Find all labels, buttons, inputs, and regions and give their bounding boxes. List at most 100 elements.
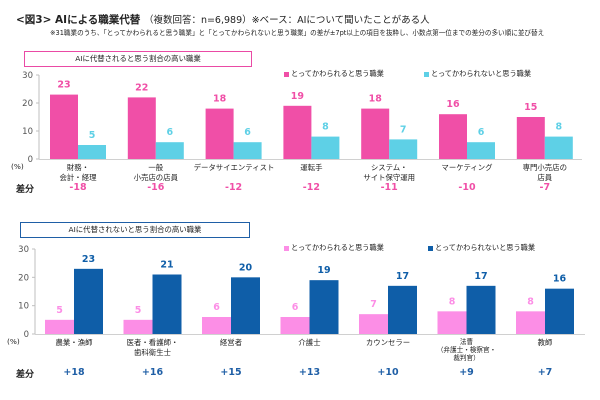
y-tick-label: 20 [22, 99, 33, 109]
diff-value: -18 [69, 182, 87, 193]
category-label-line: サイト保守運用 [363, 173, 416, 182]
category-label: 医者・看護師・ 歯科衛生士 [113, 338, 193, 358]
legend-label: とってかわられると思う職業 [291, 69, 384, 78]
y-unit-label: (%) [11, 162, 24, 171]
bar-not-replaced [78, 145, 106, 159]
bar-replaced [437, 311, 467, 334]
diff-value: +10 [377, 367, 399, 378]
category-label: データサイエンティスト [194, 163, 275, 173]
diff-value: +13 [298, 367, 321, 378]
bar-replaced [50, 94, 78, 159]
legend-swatch [424, 71, 429, 77]
category-label-line: 歯科衛生士 [134, 348, 171, 357]
diff-value: -12 [225, 182, 243, 193]
bar-value-label: 8 [449, 296, 456, 307]
bar-not-replaced [544, 136, 573, 159]
diff-value: -11 [380, 182, 398, 193]
bar-replaced [205, 108, 234, 159]
diff-value: +7 [537, 367, 553, 378]
diff-value: +9 [459, 367, 474, 378]
bar-value-label: 20 [239, 262, 253, 273]
y-tick-label: 30 [18, 245, 29, 255]
category-label: マーケティング [427, 163, 507, 173]
category-label-line: 会計・経理 [59, 173, 97, 182]
bar-not-replaced [389, 139, 418, 159]
category-label-line: 教師 [537, 338, 553, 347]
category-label: 一般 小売店の店員 [116, 163, 196, 183]
bar-not-replaced [155, 142, 184, 159]
figure-note: ※31職業のうち、「とってかわられると思う職業」と「とってかわられないと思う職業… [50, 29, 545, 37]
bar-not-replaced [309, 280, 339, 334]
bar-not-replaced [74, 268, 103, 334]
chart1-section-title: AIに代替されると思う割合の高い職業 [24, 51, 252, 67]
category-label: 法曹 （弁護士・検察官・ 裁判官） [427, 338, 507, 362]
bar-value-label: 21 [160, 260, 173, 271]
bar-not-replaced [231, 277, 260, 334]
y-tick-label: 30 [22, 71, 33, 81]
bar-value-label: 22 [135, 82, 148, 93]
bar-replaced [280, 317, 310, 334]
diff-value: -7 [539, 182, 551, 193]
category-label-line: 一般 [148, 163, 164, 172]
category-label: システム・ サイト保守運用 [349, 163, 429, 183]
bar-value-label: 23 [57, 80, 70, 91]
category-label-line: 財務・ [66, 163, 90, 172]
bar-replaced [516, 311, 545, 334]
bar-value-label: 18 [369, 94, 383, 105]
bar-replaced [127, 97, 156, 159]
category-label: 農業・漁師 [34, 338, 114, 348]
figure-title: <図3> AIによる職業代替 （複数回答：n=6,989）※ベース：AIについて… [16, 12, 430, 27]
category-label-line: 運転手 [300, 163, 323, 172]
category-label-line: マーケティング [441, 163, 493, 172]
chart1-legend-item-1: とってかわられないと思う職業 [424, 69, 531, 79]
bar-not-replaced [152, 274, 182, 334]
category-label-line: 小売店の店員 [133, 173, 178, 182]
legend-label: とってかわられると思う職業 [291, 243, 384, 252]
y-tick-label: 10 [18, 302, 29, 312]
diff-value: +15 [220, 367, 242, 378]
category-label: カウンセラー [348, 338, 428, 348]
bar-value-label: 17 [474, 271, 487, 282]
bar-value-label: 19 [291, 91, 304, 102]
bar-value-label: 18 [213, 94, 227, 105]
bar-value-label: 17 [396, 271, 409, 282]
bar-value-label: 6 [244, 127, 251, 138]
legend-swatch [284, 245, 289, 251]
bar-value-label: 8 [555, 122, 562, 133]
category-label: 専門小売店の 店員 [505, 163, 585, 183]
bar-value-label: 15 [524, 102, 537, 113]
category-label-line: 経営者 [219, 338, 243, 347]
bar-replaced [361, 108, 390, 159]
category-label-line: 農業・漁師 [55, 338, 93, 347]
chart2-legend-item-0: とってかわられると思う職業 [284, 243, 384, 253]
bar-value-label: 5 [89, 130, 96, 141]
bar-value-label: 5 [135, 305, 142, 316]
bar-value-label: 6 [213, 302, 220, 313]
bar-value-label: 6 [292, 302, 299, 313]
bar-replaced [439, 114, 467, 159]
legend-swatch [428, 245, 433, 251]
category-label-line: 介護士 [298, 338, 321, 347]
y-unit-label: (%) [7, 337, 20, 346]
diff-row-label: 差分 [16, 370, 35, 380]
category-label-line: 法曹 [459, 338, 474, 346]
bar-not-replaced [545, 288, 574, 334]
figure-title-main: <図3> AIによる職業代替 [16, 14, 141, 26]
y-tick-label: 10 [22, 127, 33, 137]
diff-value: +18 [63, 367, 85, 378]
bar-not-replaced [233, 142, 262, 159]
bar-not-replaced [466, 285, 496, 334]
diff-value: -10 [458, 182, 476, 193]
chart1-legend-item-0: とってかわられると思う職業 [284, 69, 384, 79]
category-label: 経営者 [191, 338, 271, 348]
bar-value-label: 8 [527, 296, 534, 307]
category-label-line: （弁護士・検察官・ [436, 346, 497, 354]
bar-value-label: 16 [446, 99, 460, 110]
bar-value-label: 8 [322, 122, 329, 133]
chart2-legend-item-1: とってかわられないと思う職業 [428, 243, 535, 253]
category-label: 教師 [505, 338, 585, 348]
category-label-line: カウンセラー [365, 338, 411, 347]
legend-swatch [284, 71, 289, 77]
bar-value-label: 7 [370, 299, 377, 310]
